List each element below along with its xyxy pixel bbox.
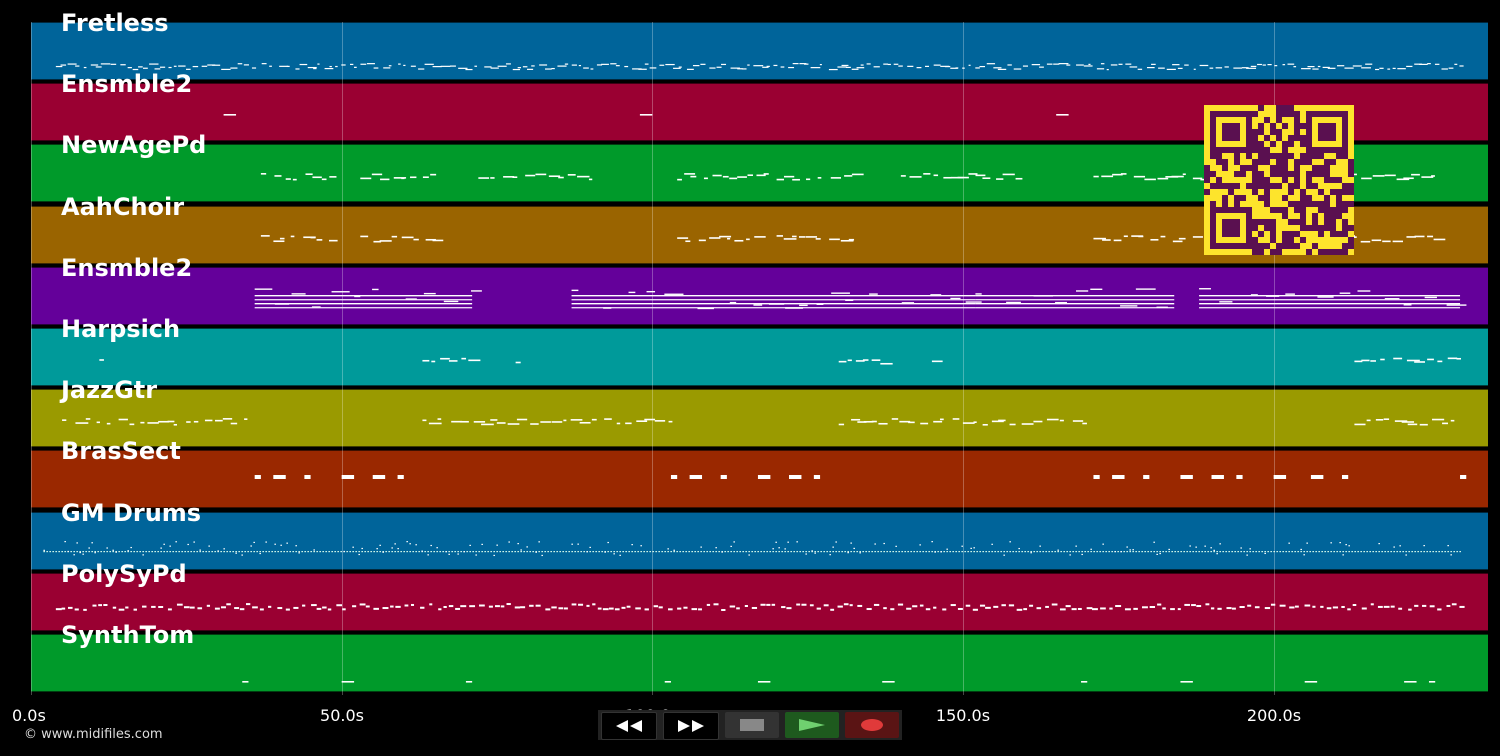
note-roll: [260, 173, 1435, 181]
time-tick-label: 150.0s: [935, 706, 991, 725]
rewind-icon: [616, 720, 642, 732]
rewind-button[interactable]: [601, 712, 657, 740]
note-roll: [242, 681, 1436, 683]
play-button[interactable]: [785, 712, 839, 738]
time-tick-label: 200.0s: [1246, 706, 1302, 725]
track-7[interactable]: [31, 450, 1488, 508]
track-8[interactable]: [31, 512, 1488, 570]
grid-line: [31, 22, 32, 695]
grid-line: [342, 22, 343, 695]
note-roll: [62, 418, 1455, 426]
copyright-text: © www.midifiles.com: [24, 727, 163, 742]
qr-code: [1204, 105, 1354, 255]
track-5[interactable]: [31, 328, 1488, 386]
grid-line: [652, 22, 653, 695]
track-9[interactable]: [31, 573, 1488, 631]
fast-forward-icon: [678, 720, 704, 732]
stop-icon: [740, 719, 764, 731]
track-10[interactable]: [31, 634, 1488, 692]
stop-button[interactable]: [725, 712, 779, 738]
fast-forward-button[interactable]: [663, 712, 719, 740]
track-0[interactable]: [31, 22, 1488, 80]
track-4[interactable]: [31, 267, 1488, 325]
time-tick-label: 0.0s: [12, 706, 46, 725]
note-roll: [99, 357, 1461, 365]
note-roll: [254, 475, 1467, 479]
note-roll: [43, 541, 1461, 557]
note-roll: [55, 63, 1464, 71]
track-area[interactable]: [31, 22, 1488, 695]
time-tick-label: 50.0s: [320, 706, 364, 725]
track-6[interactable]: [31, 389, 1488, 447]
note-roll: [254, 288, 1467, 310]
play-icon: [799, 719, 825, 731]
note-roll: [55, 603, 1465, 611]
record-icon: [861, 719, 883, 731]
grid-line: [963, 22, 964, 695]
transport-bar: [598, 710, 902, 740]
note-roll: [223, 114, 1069, 116]
grid-line: [1274, 22, 1275, 695]
record-button[interactable]: [845, 712, 899, 738]
